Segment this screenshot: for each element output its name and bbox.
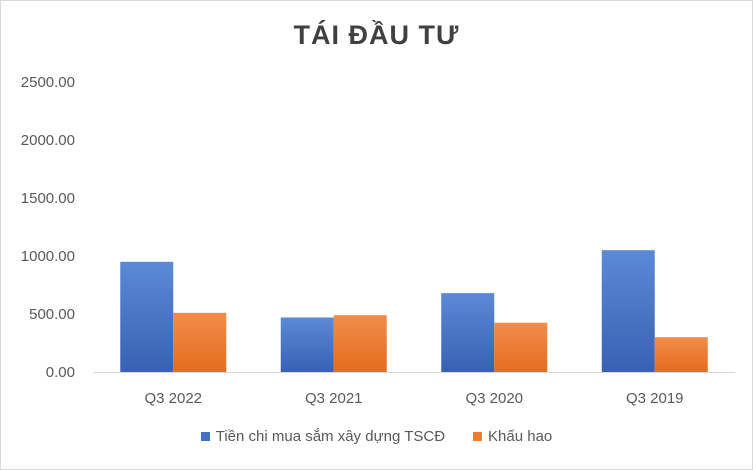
legend-swatch-depreciation xyxy=(473,432,483,441)
bar-depreciation xyxy=(333,315,387,372)
y-tick-label: 500.00 xyxy=(29,306,75,323)
bar-capex xyxy=(601,250,655,372)
legend-item-depreciation: Khấu hao xyxy=(473,428,552,445)
y-tick-label: 1500.00 xyxy=(21,190,75,207)
y-tick-label: 2000.00 xyxy=(21,132,75,149)
chart-title: TÁI ĐẦU TƯ xyxy=(293,20,460,50)
y-tick-label: 2500.00 xyxy=(21,74,75,91)
legend-label-capex: Tiền chi mua sắm xây dựng TSCĐ xyxy=(215,428,446,445)
bar-depreciation xyxy=(494,322,548,372)
legend-label-depreciation: Khấu hao xyxy=(488,428,553,445)
x-tick-label: Q3 2022 xyxy=(144,390,202,407)
legend-item-capex: Tiền chi mua sắm xây dựng TSCĐ xyxy=(200,428,446,445)
x-tick-label: Q3 2019 xyxy=(626,390,684,407)
y-tick-label: 0.00 xyxy=(46,364,75,381)
bar-depreciation xyxy=(173,312,227,372)
x-tick-label: Q3 2021 xyxy=(305,390,363,407)
bar-capex xyxy=(441,293,495,372)
bar-capex xyxy=(280,317,334,372)
y-tick-label: 1000.00 xyxy=(21,248,75,265)
bar-depreciation xyxy=(654,337,708,372)
x-tick-label: Q3 2020 xyxy=(465,390,523,407)
bar-capex xyxy=(120,261,174,372)
legend-swatch-capex xyxy=(200,432,210,441)
legend: Tiền chi mua sắm xây dựng TSCĐ Khấu hao xyxy=(0,428,753,445)
